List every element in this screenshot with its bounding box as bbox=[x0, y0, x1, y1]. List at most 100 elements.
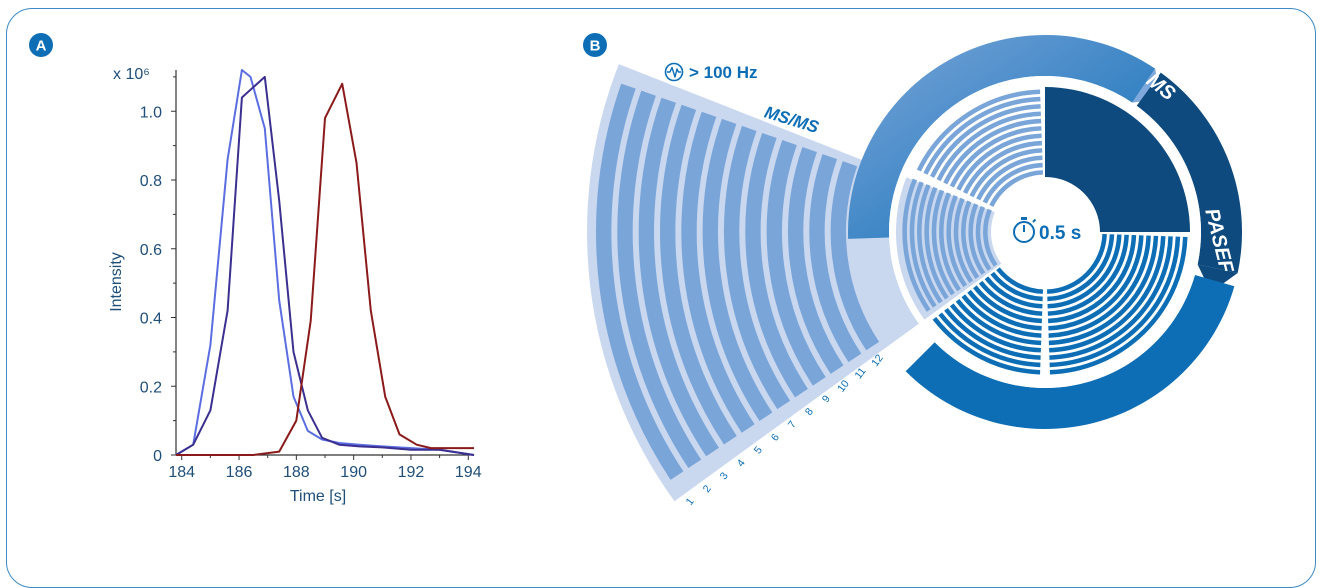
y-tick-label: 0 bbox=[153, 448, 162, 465]
pasef-ramp-arc bbox=[938, 312, 1041, 368]
x-tick-label: 188 bbox=[283, 464, 310, 481]
ramp-number: 6 bbox=[769, 432, 782, 444]
ms-ramp-arc bbox=[909, 181, 937, 308]
series-line-1 bbox=[175, 69, 475, 456]
msms-ramp-arc bbox=[745, 132, 808, 398]
y-tick-label: 0.2 bbox=[140, 379, 162, 396]
ramp-number: 3 bbox=[718, 470, 731, 482]
ms-ramp-arc bbox=[939, 192, 961, 292]
pasef-ramp-arc bbox=[1047, 234, 1122, 309]
msms-ramp-arc bbox=[702, 118, 773, 421]
ms-ramp-arc bbox=[961, 200, 980, 279]
msms-ramp-arc bbox=[766, 140, 826, 386]
msms-ramp-arc bbox=[788, 147, 844, 374]
ramp-number: 4 bbox=[735, 457, 748, 469]
pasef-ramp-arc bbox=[955, 298, 1042, 346]
panel-a-badge bbox=[29, 33, 53, 57]
x-tick-label: 190 bbox=[340, 464, 367, 481]
ms-ramp-arc bbox=[975, 206, 992, 271]
cycle-time-label: 0.5 s bbox=[1039, 223, 1081, 244]
ms-ramp-arc bbox=[976, 155, 1043, 201]
msms-outer-arc bbox=[848, 34, 1156, 239]
ring-separator bbox=[889, 76, 1201, 388]
intensity-chart: x 10⁶ Intensity Time [s] 0 0.2 0.4 0.6 0.8 1.… bbox=[108, 66, 482, 505]
ms-outer-segment bbox=[1136, 72, 1242, 273]
ms-ramp-arc bbox=[931, 189, 955, 296]
ms-ramp-arc bbox=[917, 184, 943, 304]
ms-ramp-arc bbox=[969, 148, 1043, 198]
pasef-ramp-arc bbox=[1048, 235, 1159, 346]
msms-ramp-arc bbox=[724, 125, 791, 410]
panel-b-badge bbox=[583, 33, 607, 57]
ramp-number: 9 bbox=[820, 393, 833, 405]
pasef-ramp-arc bbox=[990, 271, 1043, 302]
panel-b-badge-letter: B bbox=[590, 38, 601, 55]
msms-ramp-arc bbox=[659, 104, 737, 445]
ms-ramp-arc bbox=[989, 170, 1044, 207]
ms-ramp-arc bbox=[968, 203, 986, 275]
msms-fan bbox=[587, 64, 1002, 502]
pasef-ramp-arc bbox=[1048, 235, 1151, 338]
ramp-number: 8 bbox=[803, 406, 816, 418]
x-tick-label: 192 bbox=[398, 464, 425, 481]
pasef-ramp-arc bbox=[1047, 234, 1129, 316]
ms-ramp-arc bbox=[946, 195, 968, 288]
msms-ramp-arc bbox=[809, 154, 862, 363]
x-tick-label: 186 bbox=[226, 464, 253, 481]
pasef-ramp-arc bbox=[949, 303, 1041, 353]
ms-ramp-arc bbox=[949, 126, 1042, 188]
pasef-ramp-arc bbox=[978, 280, 1043, 316]
msms-ramp-arc bbox=[830, 161, 880, 351]
ms-ramp-arc bbox=[953, 197, 974, 284]
panel-a-badge-letter: A bbox=[36, 38, 47, 55]
msms-ramp-arc bbox=[681, 111, 755, 433]
frequency-label: > 100 Hz bbox=[689, 63, 758, 82]
ramp-number: 5 bbox=[752, 444, 765, 456]
pasef-ramp-arc bbox=[1048, 235, 1144, 331]
pasef-ramp-arc bbox=[1048, 235, 1137, 324]
panel-a: A x 10⁶ Intensity Time [s] 0 0.2 0.4 0.6 0.8… bbox=[29, 33, 482, 505]
pasef-ramp-arc bbox=[1049, 236, 1173, 360]
series-line-3 bbox=[176, 82, 474, 456]
y-tick-label: 1.0 bbox=[140, 104, 162, 121]
pasef-ramp-arc bbox=[1049, 236, 1188, 375]
ramp-number: 2 bbox=[701, 483, 714, 495]
x-tick-label: 184 bbox=[168, 464, 195, 481]
ms-ramp-arc bbox=[943, 118, 1042, 185]
pasef-ramp-arc bbox=[996, 267, 1044, 294]
pasef-outer-segment bbox=[905, 274, 1235, 429]
pasef-ramp-arc bbox=[932, 316, 1041, 375]
msms-ramp-arc bbox=[617, 90, 702, 469]
pasef-ramp-arc bbox=[1046, 233, 1107, 294]
msms-ramp-arc bbox=[596, 83, 684, 480]
panel-b: B > 100 Hz MS/MS MS PASEF 0.5 s 12345678… bbox=[583, 33, 1242, 508]
x-tick-label: 194 bbox=[455, 464, 482, 481]
ms-inner-wedge bbox=[1045, 87, 1190, 232]
figure-canvas: A x 10⁶ Intensity Time [s] 0 0.2 0.4 0.6 0.8… bbox=[29, 33, 1242, 508]
x-axis-label: Time [s] bbox=[290, 488, 346, 505]
ms-ramp-arc bbox=[962, 140, 1042, 194]
y-tick-label: 0.6 bbox=[140, 242, 162, 259]
pasef-ramp-arc bbox=[1049, 236, 1181, 368]
ramp-number: 1 bbox=[684, 496, 697, 508]
ms-ramp-arc bbox=[956, 133, 1042, 191]
ms-ramp-arc bbox=[902, 178, 931, 312]
pasef-ramp-arc bbox=[1049, 236, 1166, 353]
stopwatch-icon bbox=[1013, 217, 1037, 243]
ramp-number: 7 bbox=[786, 419, 799, 431]
ms-ramp-arc bbox=[916, 89, 1041, 172]
ms-ramp-arc bbox=[936, 111, 1041, 182]
pasef-ramp-arc bbox=[1047, 234, 1115, 302]
pasef-ramp-arc bbox=[944, 307, 1041, 360]
ms-ramp-arc bbox=[983, 208, 998, 267]
pasef-ramp-arc bbox=[961, 294, 1042, 338]
y-tick-label: 0.4 bbox=[140, 311, 162, 328]
series-line-2 bbox=[175, 75, 475, 456]
ms-ramp-arc bbox=[923, 96, 1041, 175]
y-tick-label: 0.8 bbox=[140, 173, 162, 190]
y-multiplier-label: x 10⁶ bbox=[113, 66, 150, 83]
pasef-ramp-arc bbox=[984, 276, 1043, 309]
ms-ramp-arc bbox=[930, 104, 1041, 178]
pasef-ramp-arc bbox=[967, 289, 1042, 331]
cycle-ring bbox=[848, 34, 1242, 429]
